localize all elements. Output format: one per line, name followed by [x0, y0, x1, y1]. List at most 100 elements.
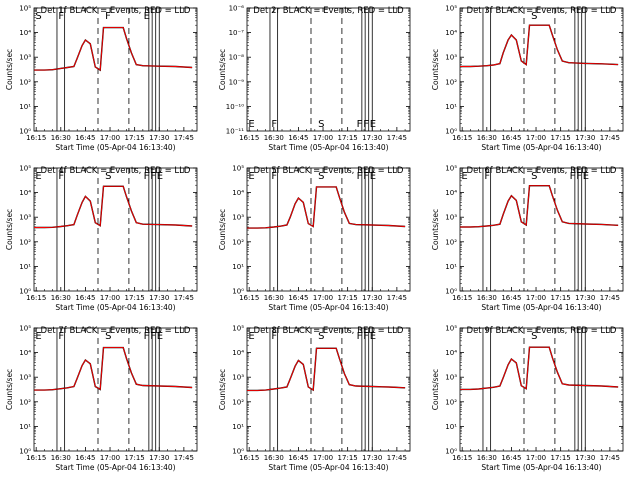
chart-panel-9: S 16:15 16:30 16:45 17:00 17:15 17:30 17:45 10⁰ 1… — [431, 325, 624, 472]
x-tick-label: 17:00 — [526, 134, 546, 142]
chart-title: Det 2r BLACK = Events, RED = LLD — [253, 6, 404, 16]
y-tick-label: 10⁰ — [445, 288, 457, 296]
marker-label-s: S — [35, 11, 41, 22]
x-tick-label: 16:30 — [264, 454, 284, 462]
marker-label-f: F — [363, 331, 369, 342]
chart-title: Det 9f BLACK = Events, RED = LLD — [467, 326, 617, 336]
marker-label-e: E — [248, 171, 254, 182]
events-curve — [34, 26, 193, 72]
marker-label-f: F — [144, 171, 150, 182]
x-tick-label: 17:45 — [600, 294, 620, 302]
events-curve — [460, 24, 619, 68]
events-curve — [247, 186, 406, 229]
marker-label-f: F — [58, 171, 64, 182]
marker-label-f: F — [150, 331, 156, 342]
x-tick-label: 17:45 — [174, 294, 194, 302]
y-tick-label: 10³ — [445, 374, 457, 382]
x-tick-label: 16:15 — [26, 454, 46, 462]
y-tick-label: 10² — [445, 78, 457, 86]
lld-curve — [34, 185, 193, 228]
x-tick-label: 16:15 — [452, 294, 472, 302]
y-tick-label: 10⁵ — [445, 5, 457, 13]
y-tick-label: 10⁵ — [232, 325, 244, 333]
x-tick-label: 17:15 — [125, 294, 145, 302]
marker-label-f: F — [357, 331, 363, 342]
x-tick-label: 17:30 — [149, 134, 169, 142]
x-tick-label: 16:30 — [51, 294, 71, 302]
x-tick-label: 17:15 — [551, 294, 571, 302]
x-tick-label: 16:45 — [288, 294, 308, 302]
marker-label-e: E — [370, 171, 376, 182]
y-tick-label: 10⁴ — [232, 349, 244, 357]
y-tick-label: 10⁵ — [445, 165, 457, 173]
x-axis-label: Start Time (05-Apr-04 16:13:40) — [55, 143, 175, 152]
chart-panel-3: S 16:15 16:30 16:45 17:00 17:15 17:30 17:45 10⁰ 1… — [431, 5, 624, 152]
y-tick-label: 10¹ — [445, 423, 457, 431]
marker-label-s: S — [318, 119, 324, 130]
y-tick-label: 10⁵ — [19, 325, 31, 333]
x-tick-label: 17:00 — [100, 454, 120, 462]
x-tick-label: 17:00 — [313, 454, 333, 462]
y-tick-label: 10⁴ — [19, 349, 31, 357]
y-tick-label: 10⁰ — [19, 288, 31, 296]
chart-panel-8: E F S F F E16:15 16:30 16:45 17:00 17:15 17:30 17:4… — [218, 325, 411, 472]
lld-curve — [247, 347, 406, 391]
x-tick-label: 16:15 — [452, 454, 472, 462]
y-tick-label: 10⁻⁶ — [229, 5, 245, 13]
y-axis-label: Counts/sec — [5, 209, 14, 250]
x-tick-label: 16:30 — [264, 294, 284, 302]
y-tick-label: 10¹ — [19, 103, 31, 111]
x-tick-label: 16:15 — [26, 294, 46, 302]
x-tick-label: 16:45 — [288, 134, 308, 142]
x-tick-label: 16:30 — [477, 134, 497, 142]
marker-label-f: F — [363, 171, 369, 182]
marker-label-e: E — [370, 331, 376, 342]
chart-panel-2: E F S F F E16:15 16:30 16:45 17:00 17:15 17:30 17:4… — [218, 5, 411, 152]
lld-curve — [460, 185, 619, 228]
y-axis-label: Counts/sec — [218, 49, 227, 90]
x-tick-label: 17:30 — [362, 454, 382, 462]
y-tick-label: 10⁰ — [232, 448, 244, 456]
x-tick-label: 17:30 — [362, 134, 382, 142]
y-tick-label: 10⁻⁸ — [229, 54, 245, 62]
x-axis-label: Start Time (05-Apr-04 16:13:40) — [481, 143, 601, 152]
marker-label-e: E — [35, 331, 41, 342]
y-tick-label: 10⁰ — [19, 448, 31, 456]
marker-label-s: S — [531, 171, 537, 182]
x-tick-label: 16:45 — [75, 134, 95, 142]
x-tick-label: 17:45 — [600, 454, 620, 462]
chart-panel-1: S F F E 16:15 16:30 16:45 17:00 17:15 17:30 17:45 1… — [5, 5, 198, 152]
x-tick-label: 17:00 — [526, 454, 546, 462]
x-axis-label: Start Time (05-Apr-04 16:13:40) — [268, 463, 388, 472]
x-tick-label: 17:45 — [600, 134, 620, 142]
y-tick-label: 10¹ — [19, 423, 31, 431]
lld-curve — [460, 346, 619, 390]
x-axis-label: Start Time (05-Apr-04 16:13:40) — [268, 143, 388, 152]
marker-label-s: S — [318, 331, 324, 342]
x-tick-label: 17:30 — [149, 294, 169, 302]
marker-label-s: S — [531, 11, 537, 22]
marker-label-e: E — [144, 11, 150, 22]
x-tick-label: 16:15 — [452, 134, 472, 142]
marker-label-f: F — [58, 331, 64, 342]
y-tick-label: 10² — [445, 238, 457, 246]
y-tick-label: 10³ — [445, 214, 457, 222]
events-curve — [460, 346, 619, 391]
x-tick-label: 16:30 — [477, 294, 497, 302]
y-tick-label: 10⁵ — [232, 165, 244, 173]
x-tick-label: 16:45 — [288, 454, 308, 462]
y-tick-label: 10¹ — [445, 263, 457, 271]
y-tick-label: 10⁻¹⁰ — [226, 103, 244, 111]
x-axis-label: Start Time (05-Apr-04 16:13:40) — [268, 303, 388, 312]
y-tick-label: 10³ — [232, 214, 244, 222]
y-tick-label: 10⁰ — [445, 448, 457, 456]
lld-curve — [460, 24, 619, 67]
marker-label-f: F — [484, 171, 490, 182]
y-tick-label: 10² — [232, 398, 244, 406]
marker-label-s: S — [318, 171, 324, 182]
marker-label-s: S — [105, 171, 111, 182]
y-tick-label: 10⁴ — [445, 349, 457, 357]
y-tick-label: 10³ — [445, 54, 457, 62]
x-tick-label: 17:15 — [551, 134, 571, 142]
marker-label-f: F — [150, 171, 156, 182]
